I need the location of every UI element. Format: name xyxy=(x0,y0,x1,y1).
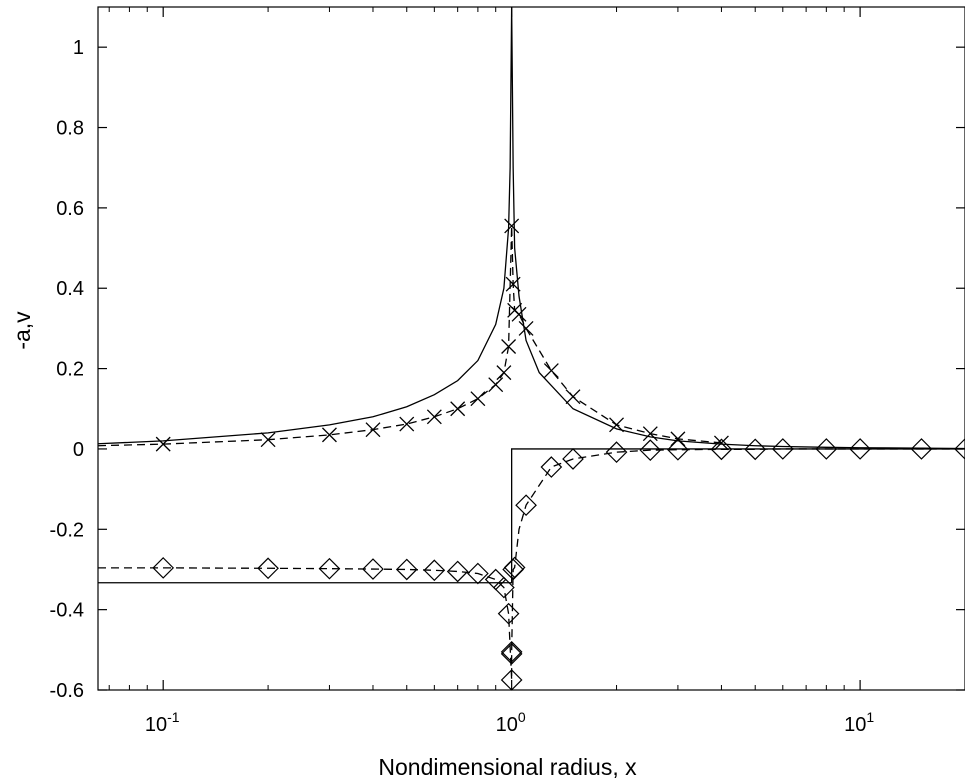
series-4-diamond-marker xyxy=(395,558,418,581)
series-4-diamond-marker xyxy=(562,448,584,470)
series-4-diamond-marker xyxy=(500,642,523,665)
series-4-diamond-marker xyxy=(467,562,489,585)
series-2-x-marker xyxy=(543,363,559,379)
series-4-diamond-marker xyxy=(744,438,767,461)
series-4-diamond-marker xyxy=(667,438,689,461)
series-4-diamond-marker xyxy=(605,441,628,464)
series-2-x-marker xyxy=(609,417,625,433)
series-2-x-marker xyxy=(399,416,415,432)
series-2-x-marker xyxy=(155,436,171,452)
x-axis-title: Nondimensional radius, x xyxy=(378,754,637,780)
series-2-x-marker xyxy=(518,320,534,336)
series-4-diamond-marker xyxy=(910,438,933,460)
series-2-x-marker xyxy=(505,276,521,292)
plot-frame xyxy=(97,6,965,691)
series-2-x-marker xyxy=(511,306,527,322)
y-tick-label: -0.6 xyxy=(50,680,84,702)
x-tick-label: 101 xyxy=(844,709,874,736)
series-2-x-marker xyxy=(642,426,658,442)
series-1-line xyxy=(98,7,965,450)
series-2-x-marker xyxy=(496,365,512,381)
series-4-diamond-marker xyxy=(771,438,794,460)
series-4-diamond-marker xyxy=(540,456,563,478)
series-2-x-marker xyxy=(504,218,520,234)
tick-layer: -0.6 -0.4 -0.2 0 0.2 0.4 0.6 0.8 1 10-1 100 101 xyxy=(50,7,965,736)
series-4-diamond-marker xyxy=(515,494,537,517)
series-4-diamond-marker xyxy=(639,439,662,461)
series-2-x-marker xyxy=(470,391,486,407)
y-tick-label: 0.6 xyxy=(56,198,84,220)
series-4-diamond-marker xyxy=(954,438,965,460)
series-4-diamond-marker xyxy=(503,556,526,579)
series-layer xyxy=(98,7,965,680)
series-2-x-marker xyxy=(501,339,517,354)
series-2-x-marker xyxy=(260,432,276,448)
series-4-diamond-marker xyxy=(446,560,469,583)
series-4-diamond-marker xyxy=(423,559,446,582)
series-4-diamond-marker xyxy=(318,557,341,580)
series-4-diamond-marker xyxy=(815,438,838,460)
y-tick-label: -0.2 xyxy=(50,519,84,541)
series-4-diamond-marker xyxy=(500,640,523,663)
series-4-diamond-marker xyxy=(257,557,279,580)
y-tick-label: 0.4 xyxy=(56,278,84,300)
series-4-line xyxy=(98,448,965,680)
series-4-diamond-marker xyxy=(710,438,733,461)
y-tick-label: 0 xyxy=(73,439,84,461)
series-2-x-marker xyxy=(488,377,504,393)
series-3-line xyxy=(98,448,965,584)
series-4-diamond-marker xyxy=(362,558,384,580)
series-2-x-marker xyxy=(426,409,442,425)
series-2-x-marker xyxy=(565,389,581,405)
series-2-line xyxy=(98,225,722,447)
y-tick-label: 0.8 xyxy=(56,118,84,140)
series-4-diamond-marker xyxy=(849,438,871,460)
y-tick-label: 1 xyxy=(73,37,84,59)
y-axis-title: -a,v xyxy=(9,311,35,350)
series-2-x-marker xyxy=(713,435,729,451)
x-tick-label: 10-1 xyxy=(145,709,180,736)
series-4-diamond-marker xyxy=(493,576,515,599)
y-tick-label: -0.4 xyxy=(50,600,84,622)
x-tick-label: 100 xyxy=(496,709,526,736)
series-4-diamond-marker xyxy=(497,602,520,625)
series-2-x-marker xyxy=(450,401,466,417)
marker-layer xyxy=(152,218,965,691)
series-2-x-marker xyxy=(365,422,381,438)
y-tick-label: 0.2 xyxy=(56,359,84,381)
series-4-diamond-marker xyxy=(152,557,175,579)
series-2-x-marker xyxy=(321,427,337,443)
